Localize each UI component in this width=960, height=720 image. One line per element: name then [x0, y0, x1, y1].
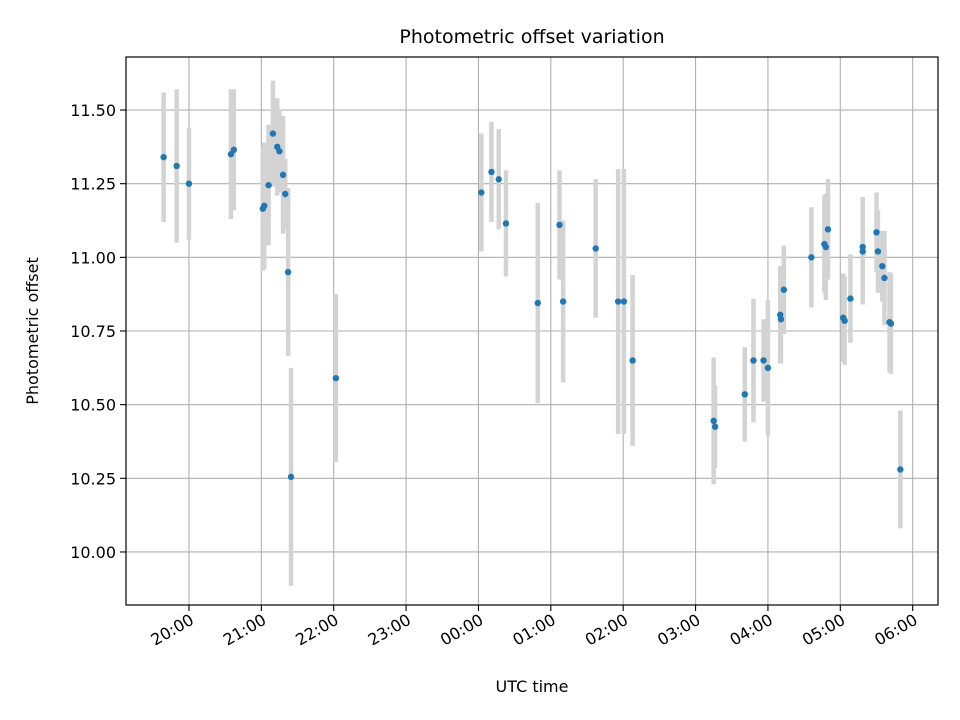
data-point: [265, 181, 272, 189]
x-tick-label: 01:00: [509, 610, 558, 650]
data-point: [556, 221, 563, 229]
data-point: [620, 298, 628, 305]
error-bars: [161, 80, 903, 586]
data-point: [269, 130, 277, 137]
data-point: [841, 317, 848, 324]
chart-title: Photometric offset variation: [399, 26, 664, 48]
x-tick-label: 04:00: [726, 610, 775, 650]
y-axis-ticks: 10.00 10.25 10.50 10.75 11.00 11.25 11.50: [70, 101, 126, 562]
data-point: [173, 162, 180, 170]
data-point: [764, 364, 772, 372]
data-point: [874, 248, 882, 255]
data-point: [629, 357, 636, 364]
data-point: [780, 286, 788, 293]
x-tick-label: 03:00: [654, 610, 703, 650]
x-tick-label: 22:00: [292, 610, 341, 650]
x-axis-ticks: 20:00 21:00 22:00 23:00 00:00 01:00 02:00 03:00…: [148, 605, 921, 650]
data-point: [887, 320, 895, 327]
x-tick-label: 21:00: [220, 610, 269, 650]
data-point: [534, 299, 541, 307]
data-point: [710, 417, 717, 425]
y-tick-label: 10.25: [70, 469, 116, 488]
data-point: [777, 316, 785, 323]
data-point: [502, 220, 510, 227]
y-axis-label: Photometric offset: [23, 257, 42, 405]
y-tick-label: 10.00: [70, 543, 116, 562]
x-axis-label: UTC time: [496, 677, 569, 696]
data-point: [881, 274, 888, 282]
data-point: [279, 171, 287, 179]
data-point: [822, 243, 830, 251]
data-point: [276, 148, 283, 155]
data-point: [760, 357, 767, 364]
data-point: [824, 226, 832, 233]
data-point: [160, 153, 167, 161]
data-point: [711, 423, 719, 430]
data-point: [859, 243, 866, 251]
data-point: [478, 189, 485, 196]
data-point: [879, 262, 886, 270]
x-tick-label: 05:00: [799, 610, 848, 650]
data-point: [592, 245, 599, 252]
data-point: [808, 254, 815, 261]
data-point: [282, 190, 289, 198]
grid-lines: [126, 57, 938, 605]
data-point: [287, 473, 295, 481]
data-points: [160, 130, 904, 481]
y-tick-label: 11.50: [70, 101, 116, 120]
x-tick-label: 20:00: [148, 610, 197, 650]
data-point: [847, 295, 854, 302]
y-tick-label: 10.75: [70, 322, 116, 341]
data-point: [332, 374, 340, 382]
x-tick-label: 23:00: [365, 610, 414, 650]
y-tick-label: 11.25: [70, 175, 116, 194]
data-point: [859, 248, 866, 255]
data-point: [488, 168, 495, 176]
data-point: [284, 268, 292, 276]
y-tick-label: 10.50: [70, 396, 116, 415]
data-point: [559, 298, 567, 305]
x-tick-label: 02:00: [582, 610, 631, 650]
data-point: [750, 357, 757, 364]
data-point: [230, 146, 238, 154]
data-point: [495, 176, 502, 183]
data-point: [873, 229, 880, 236]
data-point: [185, 180, 193, 187]
data-point: [897, 466, 904, 473]
data-point: [261, 202, 268, 209]
x-tick-label: 06:00: [871, 610, 920, 650]
y-tick-label: 11.00: [70, 248, 116, 267]
x-tick-label: 00:00: [437, 610, 486, 650]
data-point: [741, 391, 748, 398]
data-point: [614, 298, 622, 305]
